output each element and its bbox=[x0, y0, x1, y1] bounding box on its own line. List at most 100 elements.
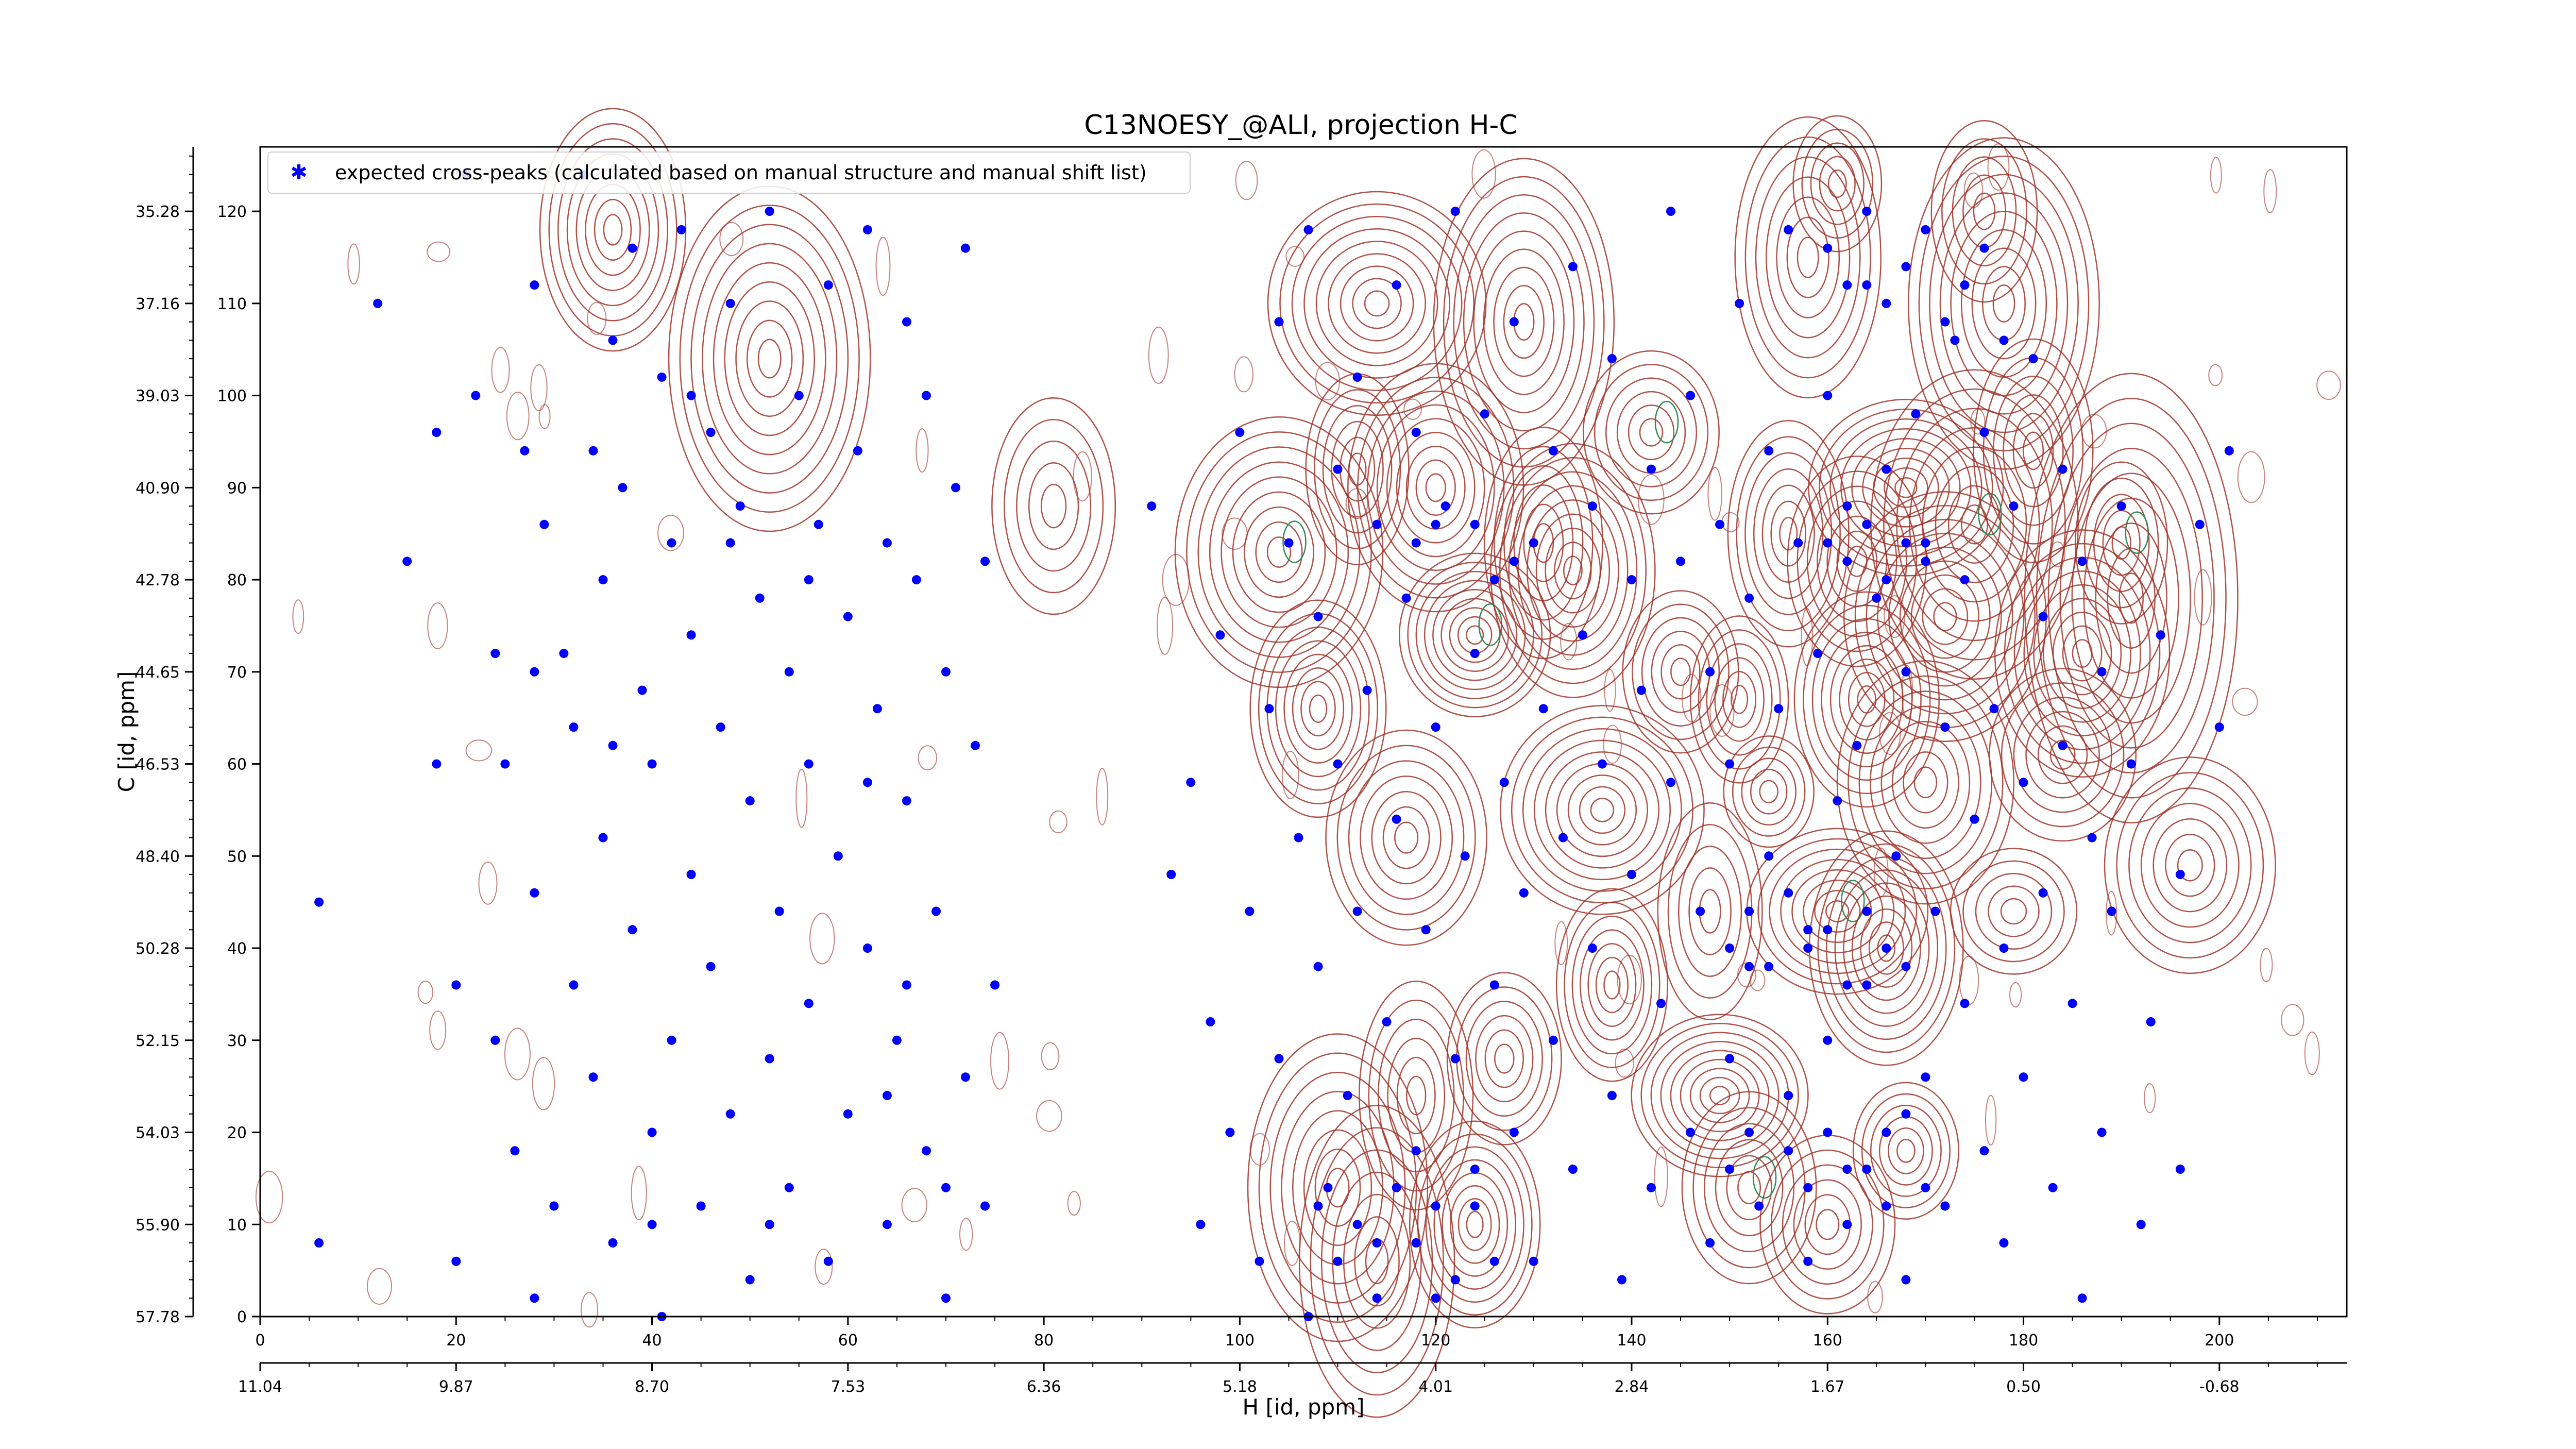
cross-peak-marker bbox=[1147, 501, 1157, 511]
noise-contour bbox=[959, 1218, 973, 1251]
contour-ring bbox=[2059, 447, 2203, 749]
contour-ring bbox=[1340, 265, 1414, 342]
cross-peak-marker bbox=[2156, 630, 2165, 640]
cross-peak-marker bbox=[1509, 1127, 1519, 1137]
contour-ring bbox=[1639, 418, 1664, 447]
cross-peak-marker bbox=[1862, 280, 1872, 290]
cross-peak-marker bbox=[745, 796, 755, 806]
cross-peak-marker bbox=[598, 575, 608, 585]
cross-peak-marker bbox=[1166, 870, 1176, 879]
cross-peak-marker bbox=[432, 759, 442, 769]
cross-peak-marker bbox=[716, 722, 725, 732]
contour-ring bbox=[1583, 350, 1720, 515]
contour-ring bbox=[1930, 120, 2038, 303]
contour-ring bbox=[1556, 763, 1648, 857]
cross-peak-marker bbox=[1960, 280, 1970, 290]
contour-ring bbox=[1961, 504, 1988, 545]
contour-ring bbox=[1688, 867, 1732, 955]
noise-contour bbox=[2049, 541, 2066, 567]
cross-peak-marker bbox=[451, 980, 461, 990]
noise-contour bbox=[2232, 687, 2258, 716]
cross-peak-marker bbox=[667, 1035, 676, 1045]
cross-peak-marker bbox=[1392, 280, 1401, 290]
cross-peak-marker bbox=[1489, 1256, 1499, 1266]
cross-peak-marker bbox=[314, 897, 324, 907]
cross-peak-marker bbox=[941, 1183, 951, 1192]
contour-ring bbox=[1305, 373, 1410, 565]
cross-peak-marker bbox=[1372, 1293, 1382, 1303]
contour-ring bbox=[1197, 446, 1361, 658]
contour-ring bbox=[1016, 440, 1092, 572]
contour-ring bbox=[1508, 471, 1638, 670]
noise-contour bbox=[1067, 1191, 1081, 1216]
noise-contour bbox=[530, 364, 548, 412]
cross-peak-marker bbox=[1803, 1183, 1813, 1192]
contour-ring bbox=[1446, 972, 1562, 1145]
cross-peak-marker bbox=[1784, 1146, 1793, 1156]
cross-peak-marker bbox=[2077, 557, 2087, 566]
cross-peak-marker bbox=[471, 391, 481, 400]
cross-peak-marker bbox=[530, 280, 539, 290]
contour-ring bbox=[1232, 491, 1326, 613]
contour-ring bbox=[1640, 1023, 1799, 1168]
cross-peak-marker bbox=[530, 667, 539, 677]
cross-peak-marker bbox=[1960, 575, 1970, 585]
cross-peak-marker bbox=[490, 1035, 500, 1045]
noise-contour bbox=[1750, 969, 1766, 991]
cross-peak-marker bbox=[1352, 372, 1362, 382]
noise-contour bbox=[1403, 398, 1422, 420]
x-axis-index: 0 20 40 60 80 100 120 140 160 180 200 bbox=[255, 1317, 2318, 1350]
noise-contour bbox=[1709, 684, 1735, 737]
y-tick-label: 90 bbox=[227, 479, 247, 497]
noise-contour bbox=[1036, 1100, 1062, 1132]
contour-ring bbox=[1368, 999, 1464, 1192]
contour-ring bbox=[557, 138, 668, 322]
x-axis-label: H [id, ppm] bbox=[1243, 1394, 1365, 1420]
contour-ring bbox=[735, 300, 804, 417]
contour-ring bbox=[1283, 653, 1353, 764]
cross-peak-marker bbox=[1823, 1035, 1833, 1045]
cross-peak-marker bbox=[1744, 962, 1754, 971]
contour-ring bbox=[1888, 1127, 1924, 1174]
cross-peak-marker bbox=[1842, 1165, 1852, 1174]
negative-contour bbox=[1841, 880, 1865, 922]
cross-peak-marker bbox=[1862, 906, 1872, 916]
noise-contour bbox=[2263, 169, 2277, 213]
contour-ring bbox=[1770, 500, 1806, 567]
contour-ring bbox=[1891, 736, 1959, 829]
noise-contour bbox=[538, 404, 551, 429]
y-ppm-tick-label: 57.78 bbox=[135, 1308, 180, 1326]
contour-ring bbox=[1348, 760, 1465, 915]
cross-peak-marker bbox=[1842, 1220, 1852, 1229]
cross-peak-marker bbox=[1431, 519, 1440, 529]
contour-ring bbox=[1880, 721, 1971, 844]
cross-peak-marker bbox=[2038, 888, 2048, 898]
noise-contour bbox=[1959, 955, 1979, 1005]
cross-peak-marker bbox=[902, 796, 911, 806]
contour-ring bbox=[2012, 413, 2054, 489]
contour-ring bbox=[1973, 338, 2094, 563]
contour-ring bbox=[1792, 115, 1883, 252]
contour-ring bbox=[1910, 574, 1980, 659]
noise-contour bbox=[1970, 409, 1986, 435]
contour-ring bbox=[1494, 1043, 1515, 1074]
contour-ring bbox=[2037, 725, 2088, 784]
y-axis-index: 0 10 20 30 40 50 60 70 80 90 100 110 120 bbox=[217, 203, 260, 1326]
contour-ring bbox=[2023, 570, 2141, 737]
cross-peak-marker bbox=[1470, 1201, 1480, 1211]
contour-ring bbox=[1755, 156, 1861, 359]
contour-ring bbox=[1782, 1164, 1873, 1285]
cross-peak-marker bbox=[1921, 225, 1930, 234]
cross-peak-marker bbox=[1587, 943, 1597, 953]
cross-peak-marker bbox=[1744, 593, 1754, 603]
cross-peak-marker bbox=[1499, 778, 1509, 787]
x-axis-ppm: 11.04 9.87 8.70 7.53 6.36 5.18 4.01 2.84 1.67 0.5… bbox=[238, 1362, 2347, 1396]
cross-peak-marker bbox=[1784, 1091, 1793, 1100]
cross-peak-marker bbox=[1823, 1127, 1833, 1137]
cross-peak-marker bbox=[647, 1127, 657, 1137]
noise-contour bbox=[1554, 921, 1568, 965]
x-ppm-tick-label: 4.01 bbox=[1418, 1378, 1453, 1396]
cross-peak-marker bbox=[1960, 999, 1970, 1008]
cross-peak-marker bbox=[598, 833, 608, 843]
contour-ring bbox=[1843, 491, 2047, 743]
